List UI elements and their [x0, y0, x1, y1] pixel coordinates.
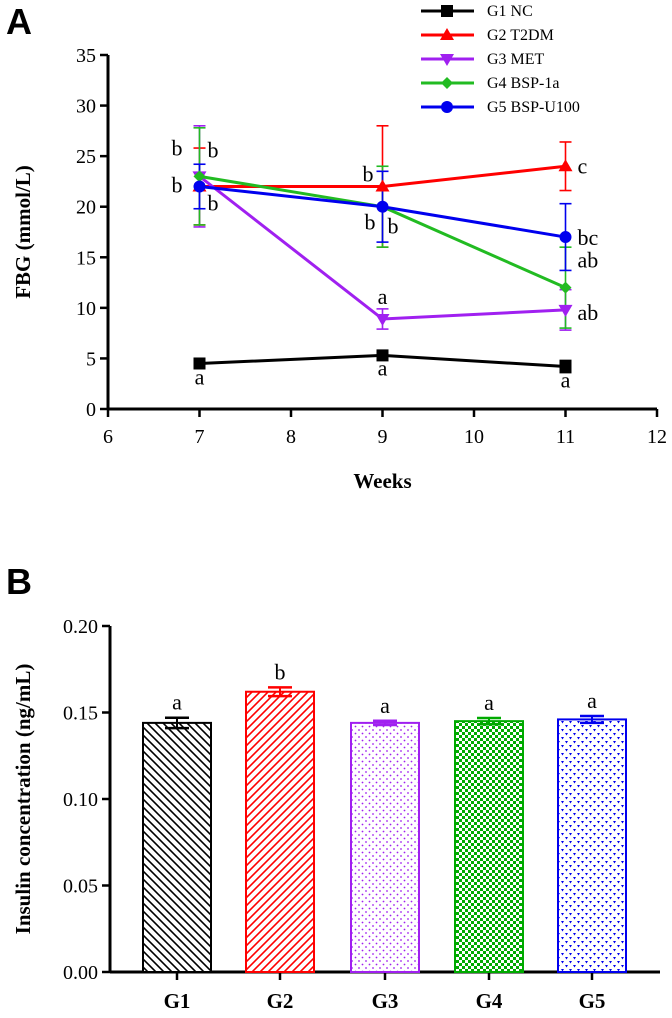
y-tick-label: 25 [76, 146, 96, 168]
x-tick-label: 6 [103, 426, 113, 448]
legend-marker [441, 77, 453, 89]
panel-label-b: B [6, 561, 32, 602]
y-tick-label: 0.20 [63, 616, 98, 638]
significance-label: b [275, 659, 286, 684]
data-point [376, 349, 389, 362]
x-tick-label: 8 [286, 426, 296, 448]
significance-label: b [365, 210, 376, 235]
y-axis-title: FBG (mmol/L) [11, 165, 35, 299]
significance-label: b [172, 172, 183, 197]
legend-label: G3 MET [487, 51, 545, 68]
category-label: G4 [476, 989, 503, 1013]
legend-label: G2 T2DM [487, 27, 554, 44]
y-tick-label: 0.15 [63, 703, 98, 725]
y-tick-label: 35 [76, 45, 96, 67]
legend-label: G4 BSP-1a [487, 75, 559, 92]
significance-label: b [208, 137, 219, 162]
insulin-bar-chart: 0.00 0.05 0.10 0.15 0.20 Insulin concentratio… [11, 616, 660, 1013]
category-label: G5 [579, 989, 606, 1013]
y-tick-label: 30 [76, 96, 96, 118]
bar [350, 721, 420, 973]
data-point [559, 281, 572, 294]
significance-label: a [561, 368, 571, 393]
x-tick-label: 12 [647, 426, 667, 448]
data-point [559, 360, 572, 373]
legend-label: G5 BSP-U100 [487, 99, 580, 116]
significance-label: bc [578, 225, 599, 250]
data-point [193, 180, 206, 193]
y-axis-title: Insulin concentration (ng/mL) [11, 664, 35, 935]
data-point [559, 231, 572, 244]
significance-label: ab [578, 248, 599, 273]
y-tick-label: 0.10 [63, 789, 98, 811]
y-tick-label: 0.00 [63, 962, 98, 984]
category-label: G1 [164, 989, 191, 1013]
data-point [193, 357, 206, 370]
significance-label: a [378, 355, 388, 380]
data-point [375, 313, 390, 326]
significance-label: b [172, 135, 183, 160]
x-tick-label: 11 [556, 426, 575, 448]
significance-label: a [172, 690, 182, 715]
x-tick-label: 9 [378, 426, 388, 448]
significance-label: a [195, 364, 205, 389]
x-tick-label: 10 [464, 426, 484, 448]
significance-label: a [484, 690, 494, 715]
y-tick-label: 15 [76, 247, 96, 269]
data-point [376, 200, 389, 213]
bar [454, 720, 524, 974]
legend-marker [441, 101, 453, 113]
significance-label: ab [578, 300, 599, 325]
data-point [375, 179, 390, 192]
y-tick-label: 10 [76, 298, 96, 320]
significance-label: b [363, 161, 374, 186]
legend-label: G1 NC [487, 3, 533, 20]
y-tick-label: 0.05 [63, 876, 98, 898]
category-label: G2 [267, 989, 294, 1013]
bar [142, 721, 212, 973]
legend-marker [440, 54, 454, 66]
bar [245, 690, 315, 973]
panel-label-a: A [6, 1, 32, 42]
significance-label: a [380, 693, 390, 718]
data-point [558, 304, 573, 317]
y-tick-label: 0 [86, 399, 96, 421]
category-label: G3 [372, 989, 399, 1013]
x-tick-label: 7 [195, 426, 205, 448]
data-point [558, 159, 573, 172]
data-point [193, 170, 206, 183]
y-tick-label: 5 [86, 348, 96, 370]
significance-label: a [587, 688, 597, 713]
significance-label: b [388, 214, 399, 239]
legend-marker [441, 5, 453, 17]
fbg-line-chart: 0 5 10 15 20 25 30 35 6 7 8 9 10 11 12 Weeks FBG (mmol/L… [11, 3, 667, 493]
significance-label: c [578, 153, 588, 178]
bar [557, 718, 627, 973]
significance-label: b [208, 190, 219, 215]
x-axis-title: Weeks [353, 469, 411, 493]
legend-marker [440, 28, 454, 40]
significance-label: a [378, 284, 388, 309]
y-tick-label: 20 [76, 197, 96, 219]
